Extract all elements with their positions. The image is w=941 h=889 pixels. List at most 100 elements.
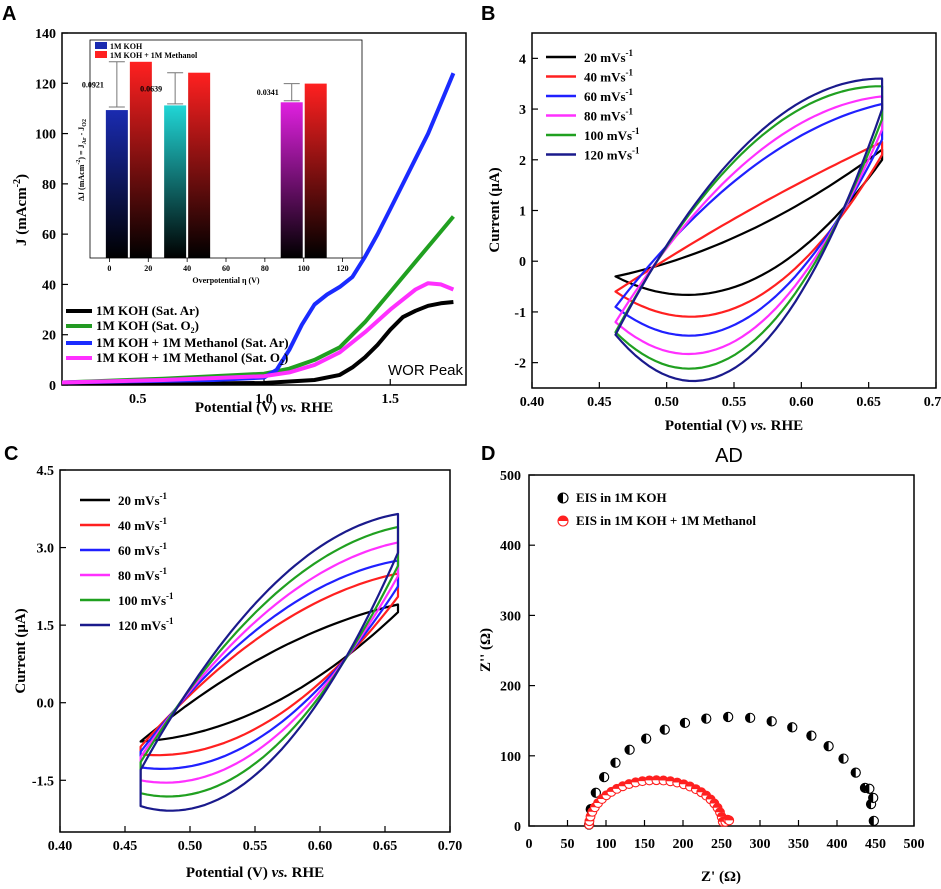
series-line-magenta: [62, 281, 455, 385]
panel-b-x-axis-label: Potential (V) vs. RHE: [665, 418, 803, 434]
inset-x-tick-label: 120: [337, 264, 349, 273]
data-point-koh: [868, 792, 879, 804]
panel-a: A 0.5 1.0 1.5 0 20 40 60 80 100 120 140 Potential …: [2, 3, 467, 416]
panel-d-y-axis-label: Z'' (Ω): [478, 628, 494, 672]
legend-label-koh-o2: 1M KOH (Sat. O2): [96, 318, 199, 335]
panel-d-x-tick-label: 100: [596, 837, 617, 852]
panel-d-y-tick-label: 100: [500, 750, 521, 765]
panel-d-x-tick-label: 500: [904, 837, 925, 852]
panel-b-x-tick-label: 0.55: [722, 395, 747, 410]
data-point-koh: [723, 711, 734, 723]
panel-c: C 0.40 0.45 0.50 0.55 0.60 0.65 0.70 -1.5 0.0 1.5…: [4, 443, 462, 881]
panel-d-y-tick-label: 300: [500, 609, 521, 624]
inset-x-tick-label: 80: [261, 264, 269, 273]
inset-x-tick-label: 20: [144, 264, 152, 273]
panel-b-y-tick-label: -1: [514, 306, 526, 321]
panel-d-x-tick-label: 450: [865, 837, 886, 852]
panel-b-legend-label: 120 mVs-1: [584, 146, 640, 163]
panel-b-letter: B: [481, 3, 495, 25]
panel-c-y-tick-label: 0.0: [37, 697, 55, 712]
data-point-koh: [838, 753, 849, 764]
panel-b-y-tick-label: 2: [519, 154, 526, 169]
data-point-koh: [610, 757, 621, 768]
panel-c-letter: C: [4, 443, 18, 465]
inset-x-axis-label: Overpotential η (V): [192, 276, 260, 285]
panel-b-y-tick-label: 0: [519, 255, 526, 270]
panel-b-legend-label: 20 mVs-1: [584, 48, 634, 65]
panel-b-legend: 20 mVs-1 40 mVs-1 60 mVs-1 80 mVs-1 100 mVs-…: [546, 48, 640, 163]
panel-a-inset-chart: 0 20 40 60 80 100 120 0.0921 0.0639 0.0341 1M KOH…: [76, 39, 363, 285]
panel-c-legend-label: 80 mVs-1: [118, 566, 168, 583]
panel-c-legend: 20 mVs-1 40 mVs-1 60 mVs-1 80 mVs-1 100 mVs-…: [80, 491, 174, 633]
data-point-koh: [787, 722, 798, 733]
panel-b-cv-loop-red: [614, 140, 884, 318]
panel-a-x-tick-label: 1.0: [255, 392, 273, 407]
panel-a-plot-area: [62, 72, 456, 385]
panel-c-cv-loop-blue: [139, 559, 400, 770]
panel-b-cv-loop-green: [614, 85, 884, 370]
panel-d-y-tick-label: 500: [500, 469, 521, 484]
panel-b-x-tick-label: 0.40: [520, 395, 545, 410]
panel-a-y-tick-label: 120: [35, 77, 56, 92]
panel-d-plot-area: [583, 711, 879, 830]
data-point-koh: [659, 724, 670, 735]
legend-marker-methanol: [557, 515, 569, 527]
panel-c-x-tick-label: 0.40: [48, 839, 73, 854]
panel-c-cv-loop-green: [139, 525, 400, 798]
panel-d-x-tick-label: 0: [526, 837, 533, 852]
panel-b-legend-label: 80 mVs-1: [584, 107, 634, 124]
panel-a-y-tick-label: 60: [42, 228, 56, 243]
panel-c-axes: 0.40 0.45 0.50 0.55 0.60 0.65 0.70 -1.5 0.0 1.5 3.…: [32, 464, 462, 854]
panel-d-x-tick-label: 400: [827, 837, 848, 852]
panel-b-plot-area: [614, 77, 884, 383]
inset-x-tick-label: 40: [183, 264, 191, 273]
data-point-koh: [744, 712, 756, 723]
inset-bar-value-label: 0.0921: [82, 80, 104, 89]
panel-c-plot-area: [139, 512, 400, 812]
inset-bar-koh: [105, 110, 128, 258]
inset-bar-methanol: [129, 61, 152, 258]
panel-b-y-tick-label: 4: [519, 52, 526, 67]
legend-label-koh-ar: 1M KOH (Sat. Ar): [96, 303, 199, 318]
panel-b-x-tick-label: 0.60: [789, 395, 814, 410]
panel-a-y-tick-label: 80: [42, 178, 56, 193]
data-point-koh: [868, 815, 879, 827]
data-point-koh: [641, 733, 652, 744]
panel-b-x-tick-label: 0.65: [856, 395, 881, 410]
data-point-koh: [850, 767, 861, 778]
legend-label-eis-methanol: EIS in 1M KOH + 1M Methanol: [576, 513, 756, 528]
panel-d: D AD 0 50 100 150 200 250 300 350 400 450 500 0 100 2…: [478, 443, 925, 885]
panel-d-x-axis-label: Z' (Ω): [701, 869, 741, 885]
inset-legend-methanol: 1M KOH + 1M Methanol: [110, 51, 198, 60]
panel-a-x-tick-label: 0.5: [129, 392, 147, 407]
legend-symbol-methanol: [557, 515, 569, 527]
panel-c-cv-loop-black: [139, 603, 400, 743]
panel-c-x-tick-label: 0.55: [243, 839, 268, 854]
inset-x-tick-label: 60: [222, 264, 230, 273]
inset-y-axis-label: ΔJ (mAcm-2) = JAr - JO2: [76, 119, 88, 201]
panel-b-x-tick-label: 0.50: [654, 395, 679, 410]
panel-c-y-tick-label: 1.5: [37, 619, 55, 634]
data-point-koh: [766, 716, 777, 727]
inset-x-tick-label: 0: [107, 264, 111, 273]
panel-d-x-tick-label: 200: [673, 837, 694, 852]
data-point-koh: [679, 717, 691, 729]
panel-c-x-tick-label: 0.50: [178, 839, 203, 854]
panel-a-y-tick-label: 40: [42, 278, 56, 293]
data-point-koh: [624, 744, 635, 755]
inset-bar-value-label: 0.0639: [140, 84, 162, 93]
data-point-koh: [864, 783, 875, 794]
panel-a-y-tick-label: 140: [35, 27, 56, 42]
panel-b-cv-loop-black: [614, 148, 884, 296]
panel-a-y-tick-label: 20: [42, 329, 56, 344]
panel-d-legend: EIS in 1M KOH EIS in 1M KOH + 1M Methano…: [557, 490, 756, 528]
inset-legend-koh: 1M KOH: [110, 42, 143, 51]
panel-b-y-tick-label: -2: [514, 357, 526, 372]
panel-c-y-tick-label: 4.5: [37, 464, 55, 479]
panel-d-y-tick-label: 400: [500, 539, 521, 554]
panel-d-y-tick-label: 200: [500, 680, 521, 695]
panel-c-cv-loop-navy: [139, 512, 400, 812]
panel-d-x-tick-label: 150: [634, 837, 655, 852]
panel-a-letter: A: [2, 3, 16, 25]
